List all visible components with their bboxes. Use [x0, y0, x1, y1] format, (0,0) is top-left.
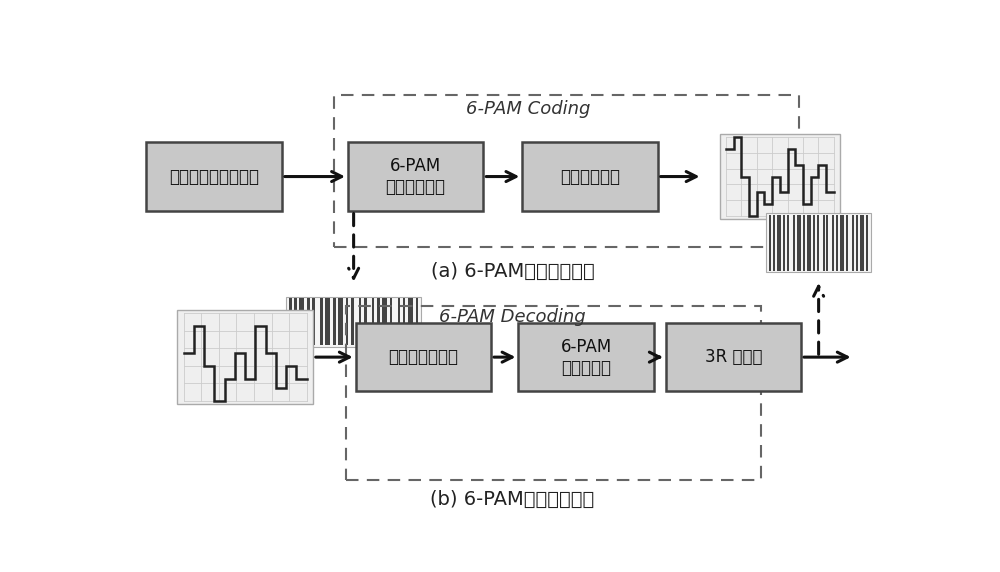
Bar	[783, 214, 785, 271]
Bar	[836, 214, 838, 271]
Bar	[408, 299, 413, 345]
FancyBboxPatch shape	[348, 142, 483, 210]
Text: 6-PAM
序列产生模块: 6-PAM 序列产生模块	[386, 157, 446, 196]
Bar	[866, 214, 868, 271]
Text: 多阶门限检测器: 多阶门限检测器	[388, 348, 458, 366]
Bar	[299, 299, 304, 345]
Bar	[803, 214, 805, 271]
Bar	[840, 214, 844, 271]
Text: 伪随机位序列发生器: 伪随机位序列发生器	[169, 168, 259, 185]
Bar	[797, 214, 801, 271]
Bar	[307, 299, 310, 345]
Bar	[817, 214, 819, 271]
Bar	[852, 214, 854, 271]
FancyBboxPatch shape	[356, 323, 491, 391]
FancyBboxPatch shape	[146, 142, 282, 210]
FancyBboxPatch shape	[518, 323, 654, 391]
Bar	[826, 214, 828, 271]
Bar	[334, 95, 799, 247]
Text: 3R 再生器: 3R 再生器	[705, 348, 762, 366]
Text: 6-PAM Coding: 6-PAM Coding	[466, 100, 590, 118]
Bar	[320, 299, 323, 345]
Bar	[773, 214, 775, 271]
Bar	[359, 299, 361, 345]
Bar	[364, 299, 367, 345]
Bar	[860, 214, 864, 271]
Bar	[769, 214, 771, 271]
Bar	[177, 310, 313, 404]
Bar	[325, 299, 330, 345]
Bar	[832, 214, 834, 271]
Bar	[398, 299, 400, 345]
FancyBboxPatch shape	[522, 142, 658, 210]
FancyBboxPatch shape	[666, 323, 801, 391]
Bar	[807, 214, 811, 271]
Bar	[351, 299, 354, 345]
Bar	[390, 299, 392, 345]
Text: 多进制产生器: 多进制产生器	[560, 168, 620, 185]
Text: 6-PAM Decoding: 6-PAM Decoding	[439, 308, 586, 327]
Bar	[823, 214, 825, 271]
Text: (a) 6-PAM信号发送装置: (a) 6-PAM信号发送装置	[431, 262, 594, 281]
Bar	[377, 299, 380, 345]
Bar	[793, 214, 795, 271]
Bar	[372, 299, 374, 345]
Bar	[333, 299, 336, 345]
Bar	[286, 296, 421, 347]
Bar	[856, 214, 858, 271]
Text: 6-PAM
序列解码器: 6-PAM 序列解码器	[560, 337, 612, 376]
Bar	[416, 299, 418, 345]
Bar	[846, 214, 848, 271]
Bar	[289, 299, 292, 345]
Bar	[346, 299, 348, 345]
Text: (b) 6-PAM信号接收装置: (b) 6-PAM信号接收装置	[430, 490, 595, 509]
Bar	[312, 299, 315, 345]
Bar	[720, 134, 840, 220]
Bar	[294, 299, 297, 345]
Bar	[777, 214, 781, 271]
Bar	[766, 213, 871, 272]
Bar	[338, 299, 343, 345]
Bar	[403, 299, 405, 345]
Bar	[346, 307, 761, 480]
Bar	[813, 214, 815, 271]
Bar	[382, 299, 387, 345]
Bar	[787, 214, 789, 271]
